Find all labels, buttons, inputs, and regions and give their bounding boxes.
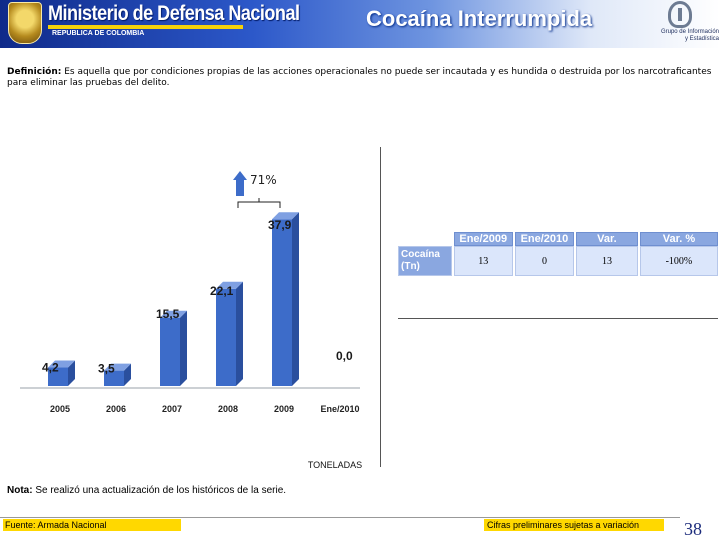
table-header: Var. bbox=[576, 232, 638, 246]
vertical-divider bbox=[380, 147, 381, 467]
slide-title: Cocaína Interrumpida bbox=[366, 6, 593, 31]
group-name-line2: y Estadística bbox=[684, 36, 719, 42]
group-name-line1: Grupo de Información bbox=[660, 29, 719, 35]
definition-label: Definición: bbox=[7, 67, 62, 77]
bar-chart: 2005 4,2 2006 3,5 2007 15,5 2008 22,1 2009 37,9 En… bbox=[20, 171, 362, 470]
data-label: 0,0 bbox=[336, 349, 353, 363]
flag-stripe bbox=[48, 25, 243, 29]
bar-side bbox=[236, 281, 243, 386]
note: Nota: Se realizó una actualización de lo… bbox=[7, 485, 286, 496]
bar bbox=[48, 367, 68, 386]
definition: Definición: Es aquella que por condicion… bbox=[7, 67, 713, 89]
annotation-bracket bbox=[237, 198, 281, 208]
table-header: Var. % bbox=[639, 232, 718, 246]
bar-side bbox=[180, 310, 187, 386]
bar-side bbox=[124, 363, 131, 386]
x-tick-label: 2007 bbox=[162, 404, 182, 414]
note-label: Nota: bbox=[7, 485, 33, 496]
preliminary-note: Cifras preliminares sujetas a variación bbox=[484, 519, 664, 531]
bar-side bbox=[292, 212, 299, 386]
gi-logo-icon bbox=[668, 1, 692, 28]
ministry-name: Ministerio de Defensa Nacional bbox=[48, 2, 300, 25]
header-banner: Ministerio de Defensa Nacional REPUBLICA… bbox=[0, 0, 720, 48]
row-label-line1: Cocaína bbox=[401, 249, 440, 260]
bar bbox=[216, 288, 236, 386]
bar-top bbox=[272, 212, 299, 220]
source-note: Fuente: Armada Nacional bbox=[3, 519, 181, 531]
x-tick-label: 2009 bbox=[274, 404, 294, 414]
table-cell: 13 bbox=[453, 246, 513, 276]
up-arrow-icon bbox=[233, 171, 247, 196]
table-row: Cocaína (Tn) 13 0 13 -100% bbox=[398, 246, 718, 276]
bar bbox=[104, 370, 124, 386]
data-label: 22,1 bbox=[210, 284, 234, 298]
bar-top bbox=[160, 310, 187, 318]
bar bbox=[160, 317, 180, 386]
row-label: Cocaína (Tn) bbox=[398, 246, 452, 276]
x-tick-label: Ene/2010 bbox=[320, 404, 359, 414]
data-label: 15,5 bbox=[156, 307, 180, 321]
bar-side bbox=[68, 360, 75, 386]
page-number: 38 bbox=[684, 519, 702, 539]
x-axis-label: TONELADAS bbox=[308, 460, 362, 470]
table-cell: -100% bbox=[639, 246, 718, 276]
table-header: Ene/2010 bbox=[514, 232, 575, 246]
summary-table: Ene/2009 Ene/2010 Var. Var. % Cocaína (T… bbox=[396, 232, 720, 276]
data-label: 37,9 bbox=[268, 218, 292, 232]
bar-top bbox=[104, 363, 131, 371]
coat-of-arms-icon bbox=[8, 2, 42, 44]
row-label-line2: (Tn) bbox=[401, 261, 420, 272]
bar bbox=[272, 219, 292, 386]
table-header: Ene/2009 bbox=[453, 232, 513, 246]
country-name: REPUBLICA DE COLOMBIA bbox=[52, 30, 145, 37]
footer-divider bbox=[0, 517, 680, 518]
bar-top bbox=[48, 360, 75, 368]
table-cell: 0 bbox=[514, 246, 575, 276]
data-label: 3,5 bbox=[98, 362, 115, 376]
bar-top bbox=[216, 281, 243, 289]
horizontal-divider bbox=[398, 318, 718, 319]
growth-annotation: 71% bbox=[250, 173, 277, 187]
table-cell: 13 bbox=[576, 246, 638, 276]
note-text: Se realizó una actualización de los hist… bbox=[32, 485, 287, 496]
definition-text: Es aquella que por condiciones propias d… bbox=[7, 67, 712, 88]
x-tick-label: 2005 bbox=[50, 404, 70, 414]
x-tick-label: 2006 bbox=[106, 404, 126, 414]
data-label: 4,2 bbox=[42, 361, 59, 375]
group-name: Grupo de Información y Estadística bbox=[641, 29, 719, 43]
x-tick-label: 2008 bbox=[218, 404, 238, 414]
